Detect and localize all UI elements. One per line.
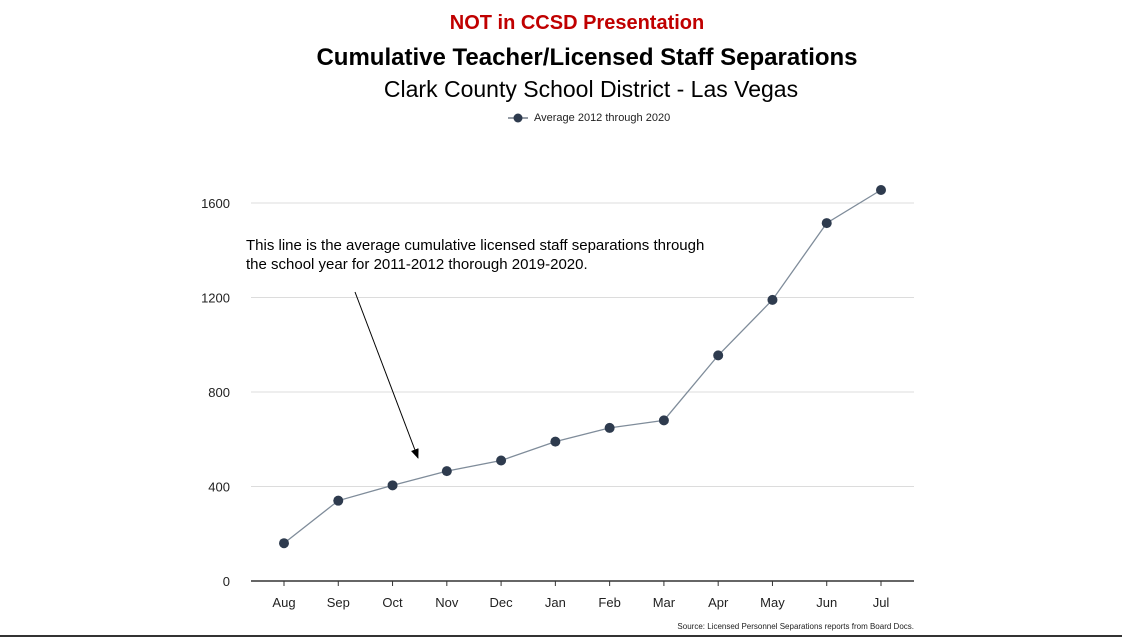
x-tick-label: Jun: [816, 595, 837, 610]
x-tick-label: Jul: [873, 595, 890, 610]
x-tick-label: Nov: [435, 595, 459, 610]
data-point: [767, 294, 778, 305]
series-line: [283, 189, 882, 544]
y-axis: 0 400 800 1200 1600: [201, 196, 230, 589]
chart-subtitle: Clark County School District - Las Vegas: [383, 76, 799, 102]
data-point: [441, 466, 452, 477]
data-point: [550, 436, 561, 447]
x-tick-label: Oct: [382, 595, 403, 610]
data-point: [821, 218, 832, 229]
y-tick-label: 1600: [201, 196, 230, 211]
y-tick-label: 400: [208, 480, 230, 495]
y-tick-label: 1200: [201, 291, 230, 306]
data-point: [496, 455, 507, 466]
y-tick-label: 0: [223, 574, 230, 589]
presentation-notice: NOT in CCSD Presentation: [449, 12, 705, 34]
x-tick-label: Feb: [598, 595, 620, 610]
gridlines: [251, 202, 914, 487]
x-tick-label: Dec: [490, 595, 514, 610]
x-tick-label: Apr: [708, 595, 729, 610]
data-point: [279, 538, 289, 549]
x-tick-label: Mar: [653, 595, 676, 610]
annotation-arrow: [354, 291, 419, 459]
legend-label: Average 2012 through 2020: [534, 112, 671, 124]
x-axis: Aug Sep Oct Nov Dec Jan Feb Mar Apr May Jun Jul: [272, 581, 889, 610]
x-tick-label: Jan: [545, 595, 566, 610]
data-point: [658, 415, 669, 426]
y-tick-label: 800: [208, 385, 230, 400]
x-tick-label: Sep: [327, 595, 350, 610]
chart-legend: Average 2012 through 2020: [508, 110, 670, 126]
data-point: [604, 422, 615, 433]
chart-title: Cumulative Teacher/Licensed Staff Separa…: [316, 44, 858, 71]
x-tick-label: May: [760, 595, 785, 610]
data-point: [876, 185, 886, 196]
data-points: [279, 185, 886, 549]
data-point: [333, 495, 344, 506]
source-note: Source: Licensed Personnel Separations r…: [677, 622, 914, 631]
data-point: [713, 350, 724, 361]
data-point: [387, 480, 398, 491]
divider: [0, 635, 1122, 637]
legend-marker-icon: [508, 113, 528, 123]
chart-annotation: This line is the average cumulative lice…: [246, 237, 705, 273]
x-tick-label: Aug: [272, 595, 295, 610]
